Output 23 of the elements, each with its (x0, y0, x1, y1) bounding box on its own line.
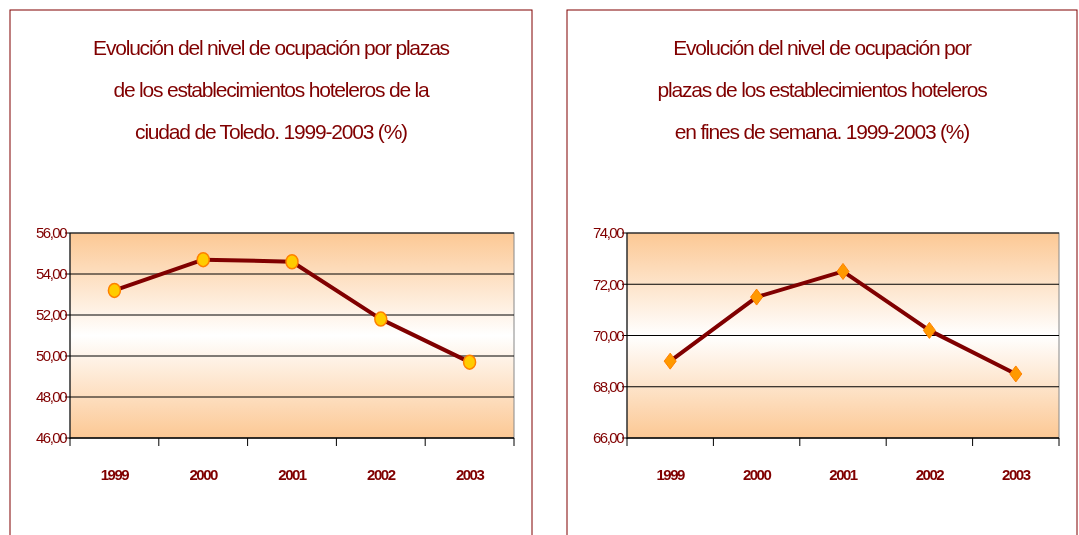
y-tick-label: 72,00 (592, 275, 625, 293)
y-tick-label: 54,00 (35, 265, 68, 283)
y-tick-label: 74,00 (592, 224, 625, 242)
x-tick-label: 2001 (829, 466, 858, 483)
chart-title: Evolución del nivel de ocupación por plazas de los establecimientos hoteleros en fines de semana. 1999-2003 (%) (657, 36, 988, 143)
y-tick-label: 66,00 (592, 429, 625, 447)
y-tick-label: 56,00 (35, 224, 68, 242)
y-tick-label: 50,00 (35, 347, 68, 365)
y-tick-label: 70,00 (592, 326, 625, 344)
x-tick-label: 2003 (1002, 466, 1031, 483)
y-tick-label: 68,00 (592, 378, 625, 395)
y-tick-label: 46,00 (35, 429, 68, 447)
x-tick-label: 1999 (656, 466, 686, 483)
x-tick-label: 2000 (742, 466, 772, 483)
x-tick-label: 2002 (915, 466, 945, 483)
x-tick-label: 2001 (278, 466, 307, 483)
x-tick-label: 1999 (100, 466, 130, 483)
x-tick-label: 2002 (367, 466, 396, 483)
chart-title: Evolución del nivel de ocupación por plazas de los establecimientos hoteleros de la ciudad de Toledo. 1999-2003 (%) (93, 36, 450, 143)
y-tick-label: 52,00 (35, 306, 68, 324)
y-tick-label: 48,00 (35, 388, 68, 406)
x-tick-label: 2003 (455, 466, 485, 483)
x-tick-label: 2000 (189, 466, 219, 483)
